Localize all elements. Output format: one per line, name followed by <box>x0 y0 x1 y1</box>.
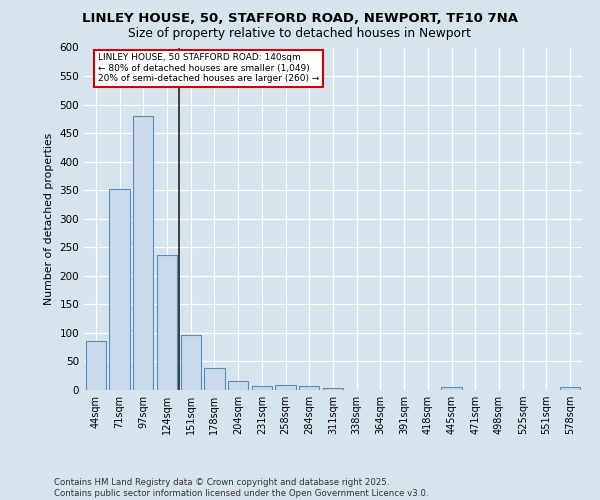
Text: LINLEY HOUSE, 50 STAFFORD ROAD: 140sqm
← 80% of detached houses are smaller (1,0: LINLEY HOUSE, 50 STAFFORD ROAD: 140sqm ←… <box>98 53 319 83</box>
Bar <box>181 335 201 390</box>
Bar <box>157 254 177 390</box>
Bar <box>252 386 272 390</box>
Bar <box>323 388 343 390</box>
Bar <box>133 116 154 390</box>
Bar <box>228 381 248 390</box>
Bar <box>275 386 296 390</box>
Bar <box>109 189 130 390</box>
Bar <box>299 386 319 390</box>
Bar <box>205 368 224 390</box>
Bar <box>442 387 461 390</box>
Text: Size of property relative to detached houses in Newport: Size of property relative to detached ho… <box>128 28 472 40</box>
Text: LINLEY HOUSE, 50, STAFFORD ROAD, NEWPORT, TF10 7NA: LINLEY HOUSE, 50, STAFFORD ROAD, NEWPORT… <box>82 12 518 26</box>
Bar <box>560 387 580 390</box>
Y-axis label: Number of detached properties: Number of detached properties <box>44 132 54 305</box>
Bar <box>86 342 106 390</box>
Text: Contains HM Land Registry data © Crown copyright and database right 2025.
Contai: Contains HM Land Registry data © Crown c… <box>54 478 428 498</box>
